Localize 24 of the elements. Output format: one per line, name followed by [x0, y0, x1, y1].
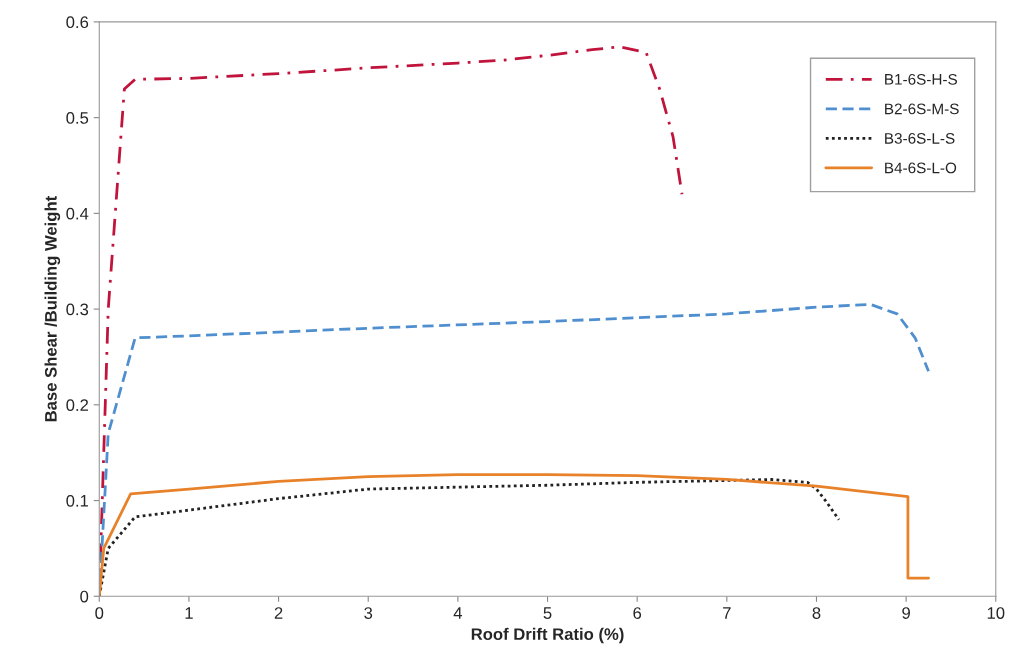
- x-axis-title: Roof Drift Ratio (%): [471, 627, 624, 644]
- x-tick-label: 7: [723, 607, 731, 619]
- x-tick-label: 9: [902, 607, 910, 619]
- legend-label: B3-6S-L-S: [885, 132, 955, 144]
- legend-label: B1-6S-H-S: [885, 73, 958, 85]
- y-tick-label: 0.1: [66, 494, 89, 507]
- y-tick-label: 0.2: [66, 399, 89, 412]
- y-tick-label: 0.6: [66, 16, 89, 29]
- y-tick-label: 0.4: [66, 207, 89, 220]
- x-tick-label: 4: [453, 607, 463, 619]
- x-tick-label: 5: [543, 607, 552, 619]
- y-axis-title: Base Shear /Building Weight: [44, 196, 61, 422]
- x-tick-label: 6: [633, 607, 642, 619]
- y-tick-label: 0.3: [66, 303, 89, 316]
- x-tick-label: 1: [185, 607, 193, 619]
- x-tick-label: 2: [274, 607, 283, 619]
- legend-label: B2-6S-M-S: [885, 103, 959, 115]
- x-tick-label: 3: [364, 607, 373, 619]
- y-tick-label: 0.5: [66, 112, 89, 124]
- legend-label: B4-6S-L-O: [885, 162, 957, 174]
- x-tick-label: 0: [95, 607, 104, 619]
- x-tick-label: 8: [812, 607, 821, 619]
- x-tick-label: 10: [987, 607, 1005, 619]
- y-tick-label: 0: [80, 590, 89, 603]
